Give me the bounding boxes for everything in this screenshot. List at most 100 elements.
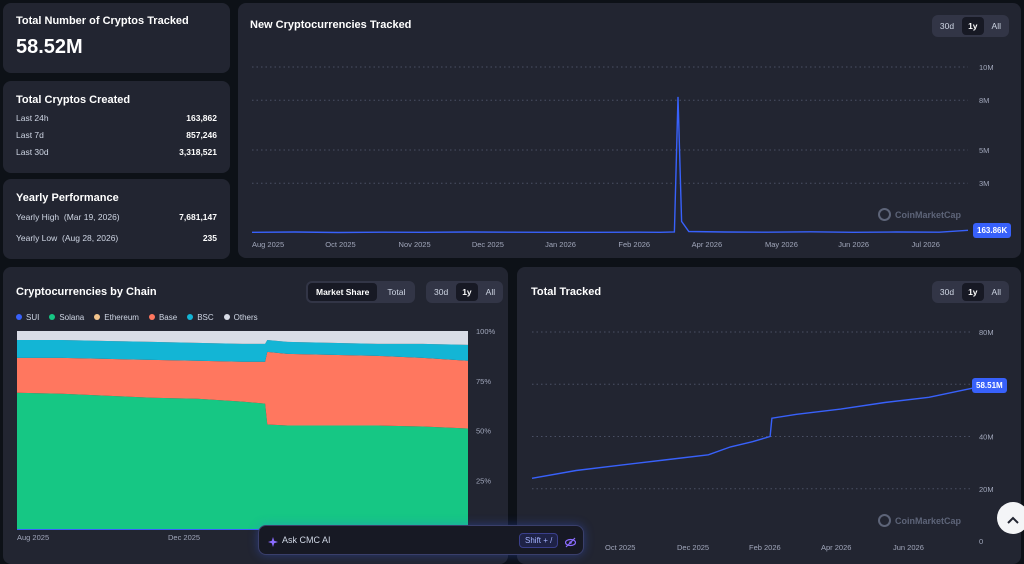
created-row-value: 3,318,521 xyxy=(179,147,217,157)
chevron-up-icon xyxy=(1006,512,1020,530)
area-base xyxy=(17,351,468,429)
total-cryptos-card: Total Number of Cryptos Tracked 58.52M xyxy=(3,3,230,73)
yearly-low-date: (Aug 28, 2026) xyxy=(62,233,119,243)
total-tracked-title: Total Tracked xyxy=(531,286,602,298)
cryptos-created-title: Total Cryptos Created xyxy=(16,94,131,106)
y-tick-label: 50% xyxy=(476,427,491,436)
y-tick-label: 0 xyxy=(979,537,983,546)
new-cryptos-chart-card: New Cryptocurrencies Tracked 30d 1y All … xyxy=(238,3,1021,258)
area-solana xyxy=(17,392,468,529)
total-tracked-card: Total Tracked 30d 1y All 80M60M40M20M0Oc… xyxy=(517,267,1021,564)
y-tick-label: 75% xyxy=(476,377,491,386)
chain-area-chart[interactable]: 100% 75% 50% 25% Aug 2025 Dec 2025 xyxy=(3,267,508,564)
x-tick-label: May 2026 xyxy=(765,240,798,249)
created-row-24h: Last 24h 163,862 xyxy=(16,113,217,123)
range-all-button[interactable]: All xyxy=(991,21,1001,31)
legend-label: Others xyxy=(233,313,258,322)
current-value-badge: 58.51M xyxy=(972,378,1007,393)
eye-off-icon[interactable] xyxy=(564,535,577,548)
created-row-value: 857,246 xyxy=(186,130,217,140)
x-tick-label: Aug 2025 xyxy=(252,240,284,249)
x-tick-label: Nov 2025 xyxy=(399,240,431,249)
chain-chart-card: Cryptocurrencies by Chain Market Share T… xyxy=(3,267,508,564)
x-tick-label: Aug 2025 xyxy=(17,533,49,542)
range-1y-button[interactable]: 1y xyxy=(962,17,984,35)
x-tick-label: Feb 2026 xyxy=(749,543,781,552)
yearly-high-row: Yearly High (Mar 19, 2026) 7,681,147 xyxy=(16,212,217,222)
x-tick-label: Jan 2026 xyxy=(545,240,576,249)
new-cryptos-range-toggle: 30d 1y All xyxy=(931,15,1009,37)
legend-dot xyxy=(187,314,194,320)
total-cryptos-value: 58.52M xyxy=(16,36,83,58)
legend-item-ethereum[interactable]: Ethereum xyxy=(94,313,139,322)
created-row-label: Last 24h xyxy=(16,113,49,123)
ask-ai-placeholder: Ask CMC AI xyxy=(282,535,331,545)
chain-chart-title: Cryptocurrencies by Chain xyxy=(16,286,157,298)
range-all-button[interactable]: All xyxy=(991,287,1001,297)
x-tick-label: Oct 2025 xyxy=(325,240,355,249)
range-30d-button[interactable]: 30d xyxy=(939,287,955,297)
x-tick-label: Feb 2026 xyxy=(618,240,650,249)
scroll-top-button[interactable] xyxy=(997,502,1024,534)
created-row-label: Last 7d xyxy=(16,130,44,140)
legend-dot xyxy=(49,314,56,320)
coinmarketcap-watermark: CoinMarketCap xyxy=(878,208,961,221)
yearly-high-label: Yearly High xyxy=(16,212,60,222)
sparkle-icon xyxy=(268,534,278,547)
y-tick-label: 25% xyxy=(476,476,491,485)
yearly-high-date: (Mar 19, 2026) xyxy=(63,212,120,222)
x-tick-label: Jul 2026 xyxy=(912,240,940,249)
y-tick-label: 8M xyxy=(979,96,989,105)
x-tick-label: Dec 2025 xyxy=(677,543,709,552)
legend-label: SUI xyxy=(26,313,40,322)
watermark-text: CoinMarketCap xyxy=(895,515,962,526)
legend-dot xyxy=(94,314,101,320)
x-tick-label: Apr 2026 xyxy=(692,240,722,249)
legend-item-solana[interactable]: Solana xyxy=(49,313,84,322)
y-tick-label: 5M xyxy=(979,146,989,155)
x-tick-label: Jun 2026 xyxy=(838,240,869,249)
legend-dot xyxy=(148,314,155,320)
cryptos-created-card: Total Cryptos Created Last 24h 163,862 La… xyxy=(3,81,230,173)
yearly-high-value: 7,681,147 xyxy=(179,212,217,222)
total-tracked-range-toggle: 30d 1y All xyxy=(931,281,1009,303)
legend-item-others[interactable]: Others xyxy=(223,313,258,322)
range-1y-button[interactable]: 1y xyxy=(962,283,984,301)
ask-ai-bar[interactable]: Ask CMC AI Shift + / xyxy=(258,525,584,555)
range-1y-button[interactable]: 1y xyxy=(456,283,478,301)
range-30d-button[interactable]: 30d xyxy=(434,287,449,297)
y-tick-label: 80M xyxy=(979,328,994,337)
y-tick-label: 10M xyxy=(979,63,994,72)
total-tab[interactable]: Total xyxy=(387,287,406,297)
legend-label: Base xyxy=(158,313,178,322)
x-tick-label: Dec 2025 xyxy=(472,240,504,249)
y-tick-label: 40M xyxy=(979,433,994,442)
range-all-button[interactable]: All xyxy=(485,287,496,297)
legend-item-base[interactable]: Base xyxy=(148,313,178,322)
yearly-performance-card: Yearly Performance Yearly High (Mar 19, … xyxy=(3,179,230,259)
market-share-tab[interactable]: Market Share xyxy=(308,283,378,301)
legend-item-sui[interactable]: SUI xyxy=(16,313,39,322)
chain-legend: SUI Solana Ethereum Base BSC Others xyxy=(16,313,258,322)
series-line xyxy=(251,96,969,234)
x-tick-label: Jun 2026 xyxy=(893,543,924,552)
legend-label: BSC xyxy=(197,313,214,322)
area-others xyxy=(17,331,468,345)
new-cryptos-chart[interactable]: 10M 8M 5M 3M Aug 2025 Oct 2025 Nov 2025 Dec 202… xyxy=(238,3,1021,258)
coinmarketcap-watermark: CoinMarketCap xyxy=(878,514,961,527)
yearly-performance-title: Yearly Performance xyxy=(16,192,119,204)
coinmarketcap-logo-icon xyxy=(878,514,891,527)
chain-view-toggle: Market Share Total xyxy=(306,281,416,303)
created-row-value: 163,862 xyxy=(186,113,217,123)
yearly-low-label: Yearly Low xyxy=(16,233,58,243)
legend-dot xyxy=(223,314,230,320)
legend-item-bsc[interactable]: BSC xyxy=(187,313,214,322)
chain-range-toggle: 30d 1y All xyxy=(426,281,504,303)
total-cryptos-title: Total Number of Cryptos Tracked xyxy=(16,15,189,27)
x-tick-label: Apr 2026 xyxy=(821,543,851,552)
current-value-badge: 163.86K xyxy=(973,223,1012,238)
range-30d-button[interactable]: 30d xyxy=(939,21,955,31)
y-tick-label: 3M xyxy=(979,179,989,188)
created-row-label: Last 30d xyxy=(16,147,49,157)
legend-label: Solana xyxy=(59,313,85,322)
